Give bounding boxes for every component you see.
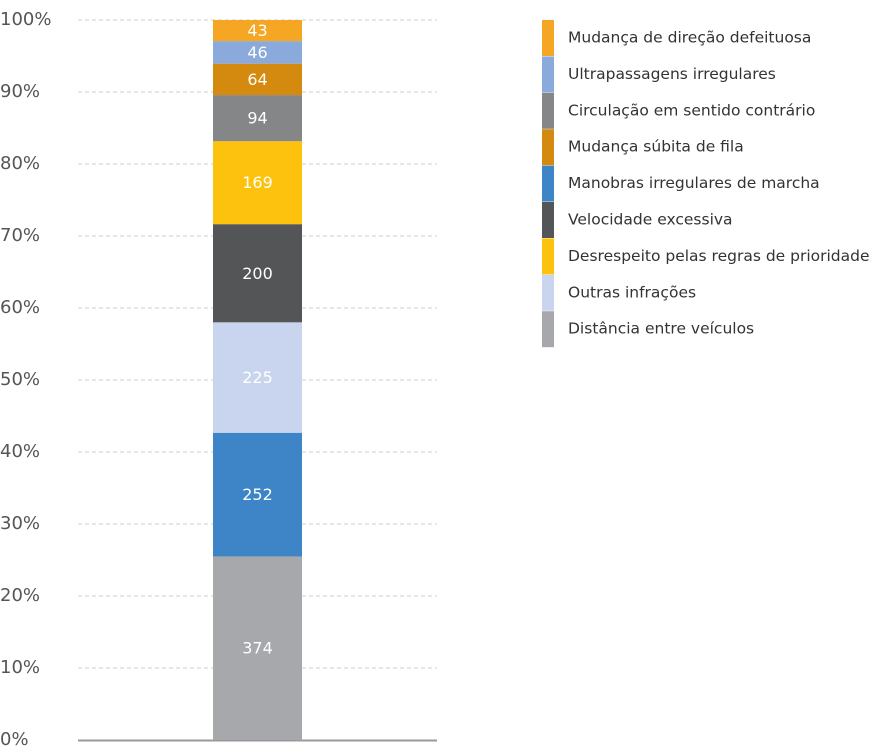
data-label: 46 — [247, 43, 267, 62]
legend-swatch — [542, 274, 554, 311]
bar-segment — [213, 224, 302, 323]
bar-segment — [213, 322, 302, 433]
y-tick-label: 70% — [0, 225, 40, 246]
data-label: 94 — [247, 109, 267, 128]
legend-swatch — [542, 202, 554, 238]
bar-segment — [213, 556, 302, 740]
bar-segment — [213, 41, 302, 64]
legend-swatch — [542, 56, 554, 93]
data-label: 200 — [242, 264, 273, 283]
legend-swatch — [542, 311, 554, 348]
bar-segment — [213, 63, 302, 96]
legend-label: Circulação em sentido contrário — [568, 101, 815, 119]
legend-swatch — [542, 238, 554, 275]
legend-swatch — [542, 165, 554, 202]
legend-label: Mudança súbita de fila — [568, 138, 744, 156]
legend-label: Ultrapassagens irregulares — [568, 65, 776, 83]
data-label: 64 — [247, 70, 267, 89]
y-tick-label: 90% — [0, 81, 40, 102]
data-label: 374 — [242, 639, 273, 658]
y-tick-label: 50% — [0, 369, 40, 390]
y-tick-label: 40% — [0, 441, 40, 462]
legend-label: Mudança de direção defeituosa — [568, 29, 811, 47]
legend-label: Distância entre veículos — [568, 320, 754, 338]
data-label: 225 — [242, 368, 273, 387]
y-tick-label: 60% — [0, 297, 40, 318]
y-tick-label: 0% — [0, 729, 29, 750]
legend-label: Manobras irregulares de marcha — [568, 174, 820, 192]
data-label: 43 — [247, 21, 267, 40]
legend-label: Velocidade excessiva — [568, 211, 733, 229]
bar-segment — [213, 432, 302, 557]
bar-segment — [213, 20, 302, 42]
legend-swatch — [542, 20, 554, 56]
y-tick-label: 100% — [0, 9, 51, 30]
y-tick-label: 80% — [0, 153, 40, 174]
legend-label: Desrespeito pelas regras de prioridade — [568, 247, 870, 265]
legend-swatch — [542, 92, 554, 129]
legend-label: Outras infrações — [568, 283, 696, 301]
y-tick-label: 20% — [0, 585, 40, 606]
data-label: 169 — [242, 173, 273, 192]
bar-segment — [213, 95, 302, 142]
legend-swatch — [542, 129, 554, 166]
data-label: 252 — [242, 485, 273, 504]
y-tick-label: 30% — [0, 513, 40, 534]
y-tick-label: 10% — [0, 657, 40, 678]
bar-segment — [213, 141, 302, 225]
